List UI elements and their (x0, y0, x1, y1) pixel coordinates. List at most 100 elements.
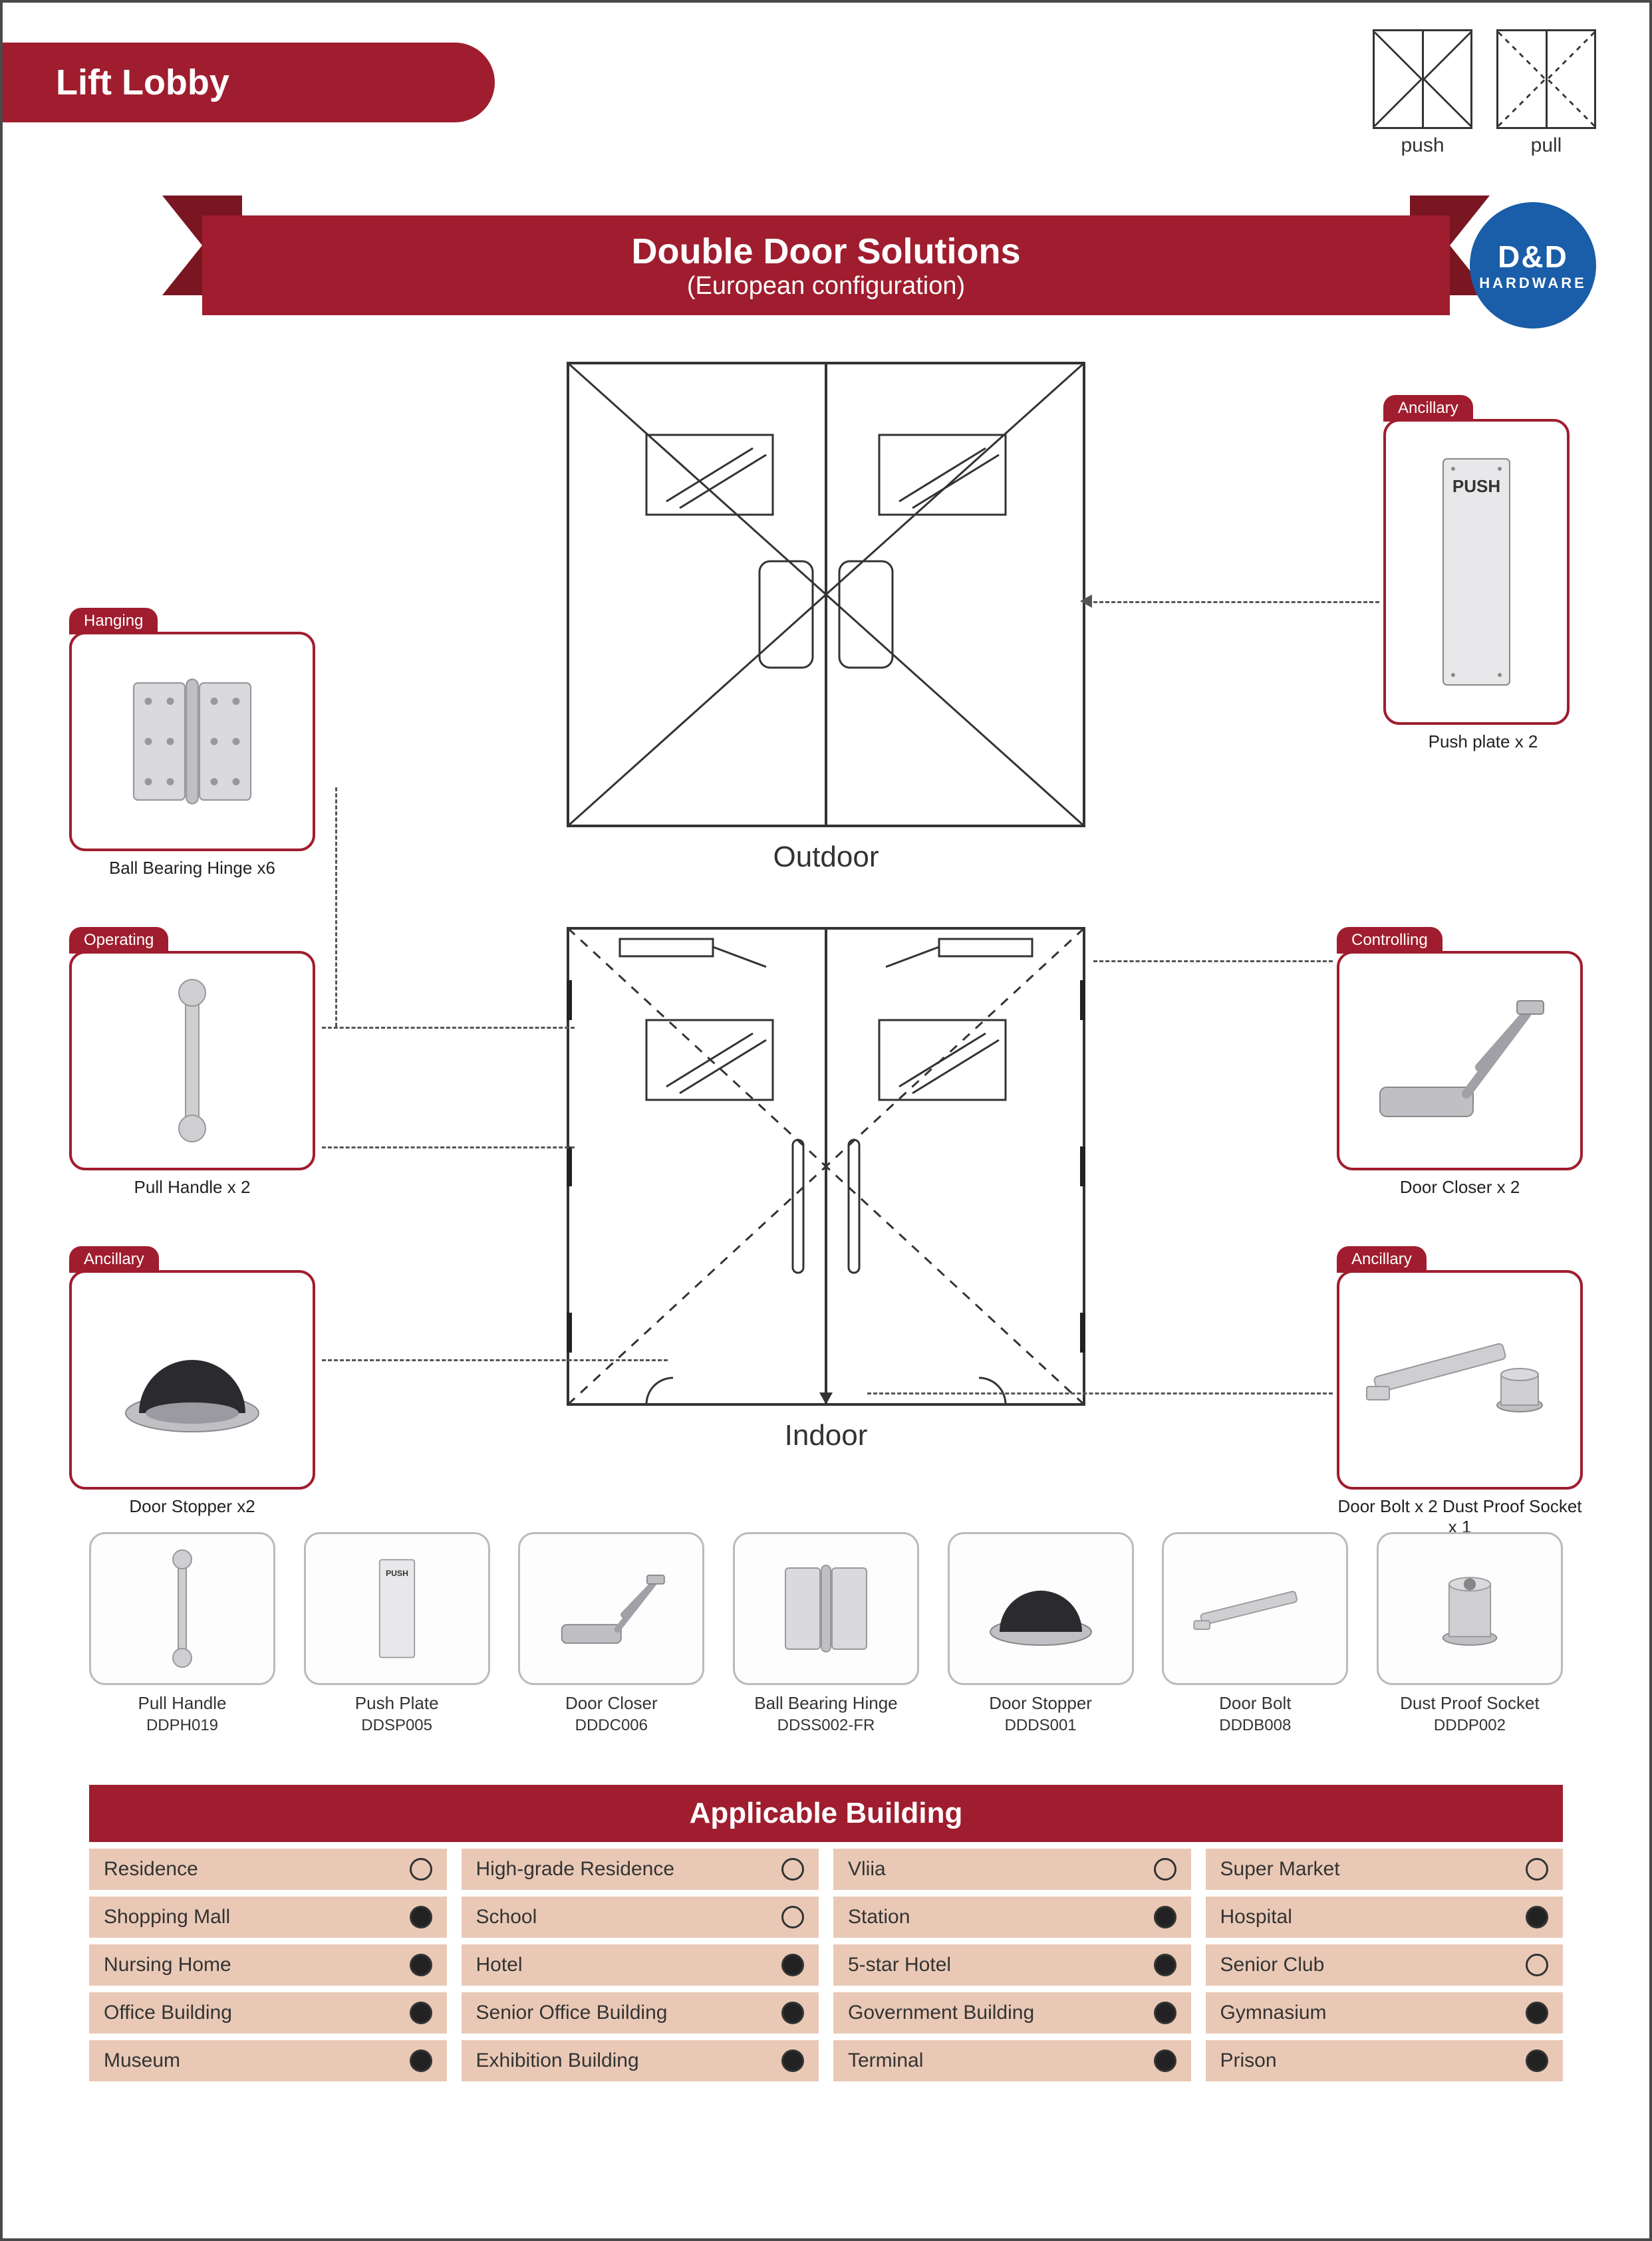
building-cell: Super Market (1206, 1849, 1564, 1890)
product-id: DDPH019 (89, 1716, 275, 1735)
building-label: Residence (104, 1858, 198, 1881)
product-icon: PUSH (304, 1532, 490, 1685)
diagram-area: Outdoor (43, 348, 1609, 1640)
product-icon (1377, 1532, 1563, 1685)
door-indoor-icon (567, 927, 1085, 1406)
building-cell: Government Building (833, 1992, 1191, 2034)
building-cell: Office Building (89, 1992, 447, 2034)
product-id: DDDC006 (518, 1716, 704, 1735)
brand-badge: D&D HARDWARE (1470, 202, 1596, 329)
status-dot-icon (781, 1906, 804, 1928)
door-legend: push pull (1373, 29, 1596, 157)
product-item: Door Stopper DDDS001 (948, 1532, 1134, 1735)
section-label-outdoor: Outdoor (773, 841, 879, 874)
building-label: Terminal (848, 2049, 923, 2072)
ribbon: Double Door Solutions (European configur… (3, 202, 1649, 329)
product-icon (89, 1532, 275, 1685)
status-dot-icon (1154, 1954, 1176, 1976)
product-icon (1162, 1532, 1348, 1685)
status-dot-icon (410, 1954, 432, 1976)
status-dot-icon (1526, 1858, 1548, 1881)
callout-caption: Door Closer x 2 (1337, 1177, 1583, 1198)
callout-door-closer: Controlling Door Closer x 2 (1337, 927, 1583, 1198)
building-cell: Hotel (462, 1944, 819, 1986)
building-label: Museum (104, 2049, 180, 2072)
building-label: Senior Club (1220, 1954, 1325, 1976)
product-id: DDDS001 (948, 1716, 1134, 1735)
product-item: Pull Handle DDPH019 (89, 1532, 275, 1735)
svg-text:PUSH: PUSH (1452, 476, 1500, 496)
building-label: Exhibition Building (476, 2049, 639, 2072)
building-label: 5-star Hotel (848, 1954, 951, 1976)
building-cell: Exhibition Building (462, 2040, 819, 2081)
product-item: PUSH Push Plate DDSP005 (304, 1532, 490, 1735)
brand-line1: D&D (1498, 239, 1568, 275)
status-dot-icon (1154, 1906, 1176, 1928)
building-label: Prison (1220, 2049, 1277, 2072)
door-bolt-icon (1337, 1270, 1583, 1490)
status-dot-icon (410, 1858, 432, 1881)
status-dot-icon (410, 2002, 432, 2024)
callout-caption: Door Bolt x 2 Dust Proof Socket x 1 (1337, 1496, 1583, 1537)
product-item: Door Closer DDDC006 (518, 1532, 704, 1735)
svg-text:PUSH: PUSH (386, 1569, 408, 1578)
product-name: Door Stopper (948, 1693, 1134, 1714)
callout-caption: Ball Bearing Hinge x6 (69, 858, 315, 878)
building-cell: Hospital (1206, 1897, 1564, 1938)
product-id: DDDP002 (1377, 1716, 1563, 1735)
page-title-text: Lift Lobby (56, 62, 229, 103)
building-cell: Shopping Mall (89, 1897, 447, 1938)
callout-tag: Hanging (69, 608, 158, 634)
status-dot-icon (781, 1954, 804, 1976)
building-cell: High-grade Residence (462, 1849, 819, 1890)
callout-caption: Push plate x 2 (1383, 731, 1583, 752)
building-cell: School (462, 1897, 819, 1938)
building-label: Vliia (848, 1858, 886, 1881)
building-label: Super Market (1220, 1858, 1340, 1881)
product-item: Ball Bearing Hinge DDSS002-FR (733, 1532, 919, 1735)
status-dot-icon (1154, 1858, 1176, 1881)
callout-pull-handle: Operating Pull Handle x 2 (69, 927, 315, 1198)
page-title: Lift Lobby (3, 43, 495, 122)
callout-push-plate: Ancillary PUSH Push plate x 2 (1383, 395, 1583, 752)
building-label: Shopping Mall (104, 1906, 230, 1928)
callout-tag: Ancillary (1383, 395, 1473, 422)
product-item: Door Bolt DDDB008 (1162, 1532, 1348, 1735)
product-name: Push Plate (304, 1693, 490, 1714)
status-dot-icon (1526, 2049, 1548, 2072)
callout-door-bolt: Ancillary Door Bolt x 2 Dust Proof Socke… (1337, 1246, 1583, 1537)
callout-caption: Pull Handle x 2 (69, 1177, 315, 1198)
applicable-grid: Residence High-grade Residence Vliia Super … (89, 1849, 1563, 2081)
pull-handle-icon (69, 951, 315, 1170)
product-item: Dust Proof Socket DDDP002 (1377, 1532, 1563, 1735)
product-id: DDSS002-FR (733, 1716, 919, 1735)
building-cell: Nursing Home (89, 1944, 447, 1986)
building-label: Office Building (104, 2002, 232, 2024)
callout-hinge: Hanging Ball Bearing Hinge x6 (69, 608, 315, 878)
applicable-building: Applicable Building Residence High-grade … (89, 1785, 1563, 2081)
door-stopper-icon (69, 1270, 315, 1490)
product-name: Door Bolt (1162, 1693, 1348, 1714)
door-closer-icon (1337, 951, 1583, 1170)
product-name: Door Closer (518, 1693, 704, 1714)
product-name: Pull Handle (89, 1693, 275, 1714)
door-outdoor-icon (567, 362, 1085, 827)
building-cell: Gymnasium (1206, 1992, 1564, 2034)
building-cell: 5-star Hotel (833, 1944, 1191, 1986)
building-label: Hotel (476, 1954, 523, 1976)
brand-line2: HARDWARE (1479, 275, 1587, 292)
legend-pull: pull (1496, 29, 1596, 157)
building-label: Hospital (1220, 1906, 1292, 1928)
status-dot-icon (1526, 1906, 1548, 1928)
applicable-title: Applicable Building (89, 1785, 1563, 1842)
legend-pull-label: pull (1496, 134, 1596, 157)
callout-tag: Ancillary (69, 1246, 159, 1273)
building-cell: Prison (1206, 2040, 1564, 2081)
status-dot-icon (1154, 2002, 1176, 2024)
callout-tag: Controlling (1337, 927, 1443, 954)
product-id: DDDB008 (1162, 1716, 1348, 1735)
building-cell: Terminal (833, 2040, 1191, 2081)
building-cell: Senior Club (1206, 1944, 1564, 1986)
product-icon (948, 1532, 1134, 1685)
status-dot-icon (1526, 2002, 1548, 2024)
